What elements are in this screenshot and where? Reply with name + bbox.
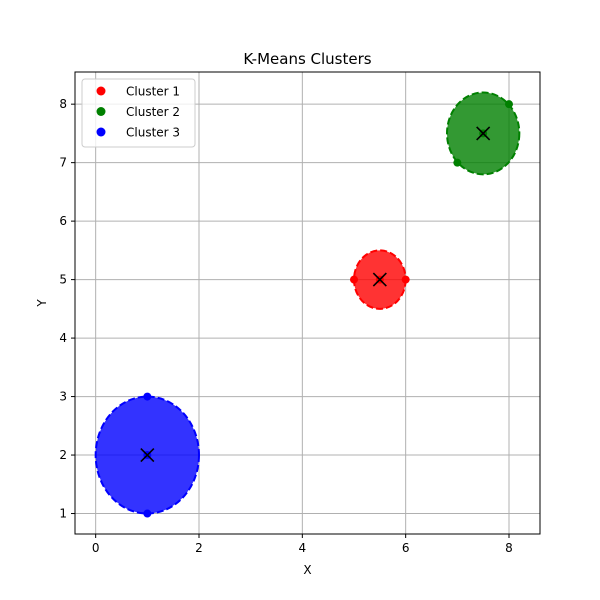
x-tick-label: 2	[195, 541, 203, 555]
legend: Cluster 1 Cluster 2 Cluster 3	[81, 78, 196, 148]
centroid-x-stroke	[140, 447, 155, 463]
legend-box	[81, 78, 196, 148]
centroid-x-stroke	[372, 272, 387, 287]
cluster-3-point	[143, 392, 152, 401]
legend-marker-cluster-3	[96, 127, 106, 137]
cluster-1-point	[350, 275, 358, 284]
x-tick-label: 0	[92, 541, 100, 555]
centroid-x-stroke	[476, 126, 491, 141]
centroid-markers	[140, 126, 491, 463]
cluster-1-point	[401, 275, 410, 284]
x-tick-label: 4	[299, 541, 307, 555]
legend-marker-cluster-1	[96, 86, 106, 96]
y-tick-label: 2	[59, 448, 67, 462]
cluster-2-point	[505, 100, 513, 109]
y-tick-label: 8	[59, 97, 67, 111]
legend-marker-cluster-2	[96, 107, 106, 116]
plot-frame	[74, 71, 541, 535]
x-tick-label: 8	[505, 541, 513, 555]
y-tick-label: 3	[59, 390, 67, 404]
y-tick-label: 1	[59, 507, 67, 521]
x-axis-ticks: 0 2 4 6 8	[92, 534, 513, 555]
y-tick-label: 7	[59, 156, 67, 170]
cluster-2-centroid	[476, 126, 491, 141]
y-tick-label: 5	[59, 273, 67, 287]
y-tick-label: 6	[59, 214, 67, 228]
y-tick-label: 4	[59, 331, 67, 345]
legend-label-cluster-2: Cluster 2	[126, 105, 180, 119]
cluster-1-centroid	[372, 272, 387, 287]
cluster-2-point	[453, 158, 462, 167]
legend-label-cluster-1: Cluster 1	[126, 85, 180, 99]
cluster-3-centroid	[140, 447, 155, 463]
legend-label-cluster-3: Cluster 3	[126, 126, 180, 140]
chart-title: K-Means Clusters	[243, 50, 371, 68]
cluster-3-point	[143, 509, 152, 518]
y-axis-label: Y	[35, 299, 49, 308]
x-tick-label: 6	[402, 541, 410, 555]
x-axis-label: X	[303, 563, 311, 577]
y-axis-ticks: 1 2 3 4 5 6 7 8	[59, 97, 75, 521]
